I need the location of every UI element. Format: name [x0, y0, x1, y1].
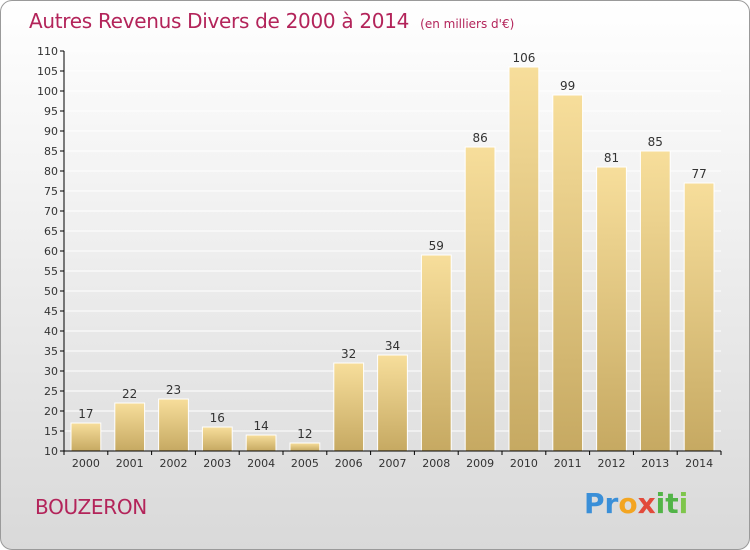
x-tick-label: 2011 [554, 457, 582, 470]
data-label-2010: 106 [512, 51, 535, 65]
bar-2008 [420, 254, 452, 452]
y-tick-label: 100 [37, 85, 58, 98]
data-label-2006: 32 [341, 347, 356, 361]
bar-2010 [508, 66, 540, 452]
bar-2000 [70, 422, 102, 452]
y-tick-label: 70 [44, 205, 58, 218]
bar-2009 [464, 146, 496, 452]
proxiti-logo[interactable]: Proxiti [584, 487, 689, 520]
y-tick-label: 40 [44, 325, 58, 338]
bars [70, 66, 715, 452]
bar-2005 [289, 442, 321, 452]
x-tick-label: 2010 [510, 457, 538, 470]
y-tick-label: 55 [44, 265, 58, 278]
y-tick-label: 85 [44, 145, 58, 158]
data-label-2012: 81 [604, 151, 619, 165]
x-tick-label: 2006 [335, 457, 363, 470]
y-tick-label: 50 [44, 285, 58, 298]
y-tick-label: 80 [44, 165, 58, 178]
bar-2006 [333, 362, 365, 452]
y-tick-label: 10 [44, 445, 58, 458]
data-label-2008: 59 [429, 239, 444, 253]
y-tick-label: 15 [44, 425, 58, 438]
bar-2007 [377, 354, 408, 452]
y-tick-label: 75 [44, 185, 58, 198]
data-label-2002: 23 [166, 383, 181, 397]
data-label-2003: 16 [210, 411, 225, 425]
data-labels: 17 22 23 16 14 12 32 34 59 86 106 99 81 85 77 [78, 51, 706, 441]
data-label-2001: 22 [122, 387, 137, 401]
x-tick-label: 2014 [685, 457, 713, 470]
y-tick-label: 30 [44, 365, 58, 378]
bar-2002 [158, 398, 189, 452]
y-tick-label: 60 [44, 245, 58, 258]
y-tick-label: 45 [44, 305, 58, 318]
data-label-2014: 77 [691, 167, 706, 181]
x-tick-label: 2008 [422, 457, 450, 470]
x-tick-label: 2007 [379, 457, 407, 470]
y-tick-label: 110 [37, 45, 58, 58]
x-tick-label: 2009 [466, 457, 494, 470]
data-label-2011: 99 [560, 79, 575, 93]
data-label-2007: 34 [385, 339, 400, 353]
bar-2011 [552, 94, 584, 452]
data-label-2000: 17 [78, 407, 93, 421]
bar-2013 [639, 150, 671, 452]
bar-2014 [683, 182, 715, 452]
x-tick-label: 2003 [203, 457, 231, 470]
x-tick-label: 2002 [160, 457, 188, 470]
y-tick-label: 20 [44, 405, 58, 418]
data-label-2005: 12 [297, 427, 312, 441]
data-label-2009: 86 [472, 131, 487, 145]
x-tick-label: 2013 [641, 457, 669, 470]
y-tick-label: 25 [44, 385, 58, 398]
commune-name: BOUZERON [35, 495, 147, 519]
x-tick-label: 2004 [247, 457, 275, 470]
y-tick-label: 65 [44, 225, 58, 238]
bar-2004 [245, 434, 277, 452]
axes: 10 15 20 25 30 35 40 45 50 55 60 65 70 75 80 85 90 95 100 1… [37, 45, 722, 470]
x-tick-label: 2012 [598, 457, 626, 470]
chart-unit: (en milliers d'€) [420, 17, 515, 31]
y-tick-label: 105 [37, 65, 58, 78]
bar-2001 [114, 402, 146, 452]
y-tick-label: 35 [44, 345, 58, 358]
title-row: Autres Revenus Divers de 2000 à 2014 (en… [29, 9, 514, 33]
x-tick-label: 2001 [116, 457, 144, 470]
bar-2012 [596, 166, 627, 452]
y-tick-label: 95 [44, 105, 58, 118]
data-label-2004: 14 [253, 419, 268, 433]
y-tick-label: 90 [44, 125, 58, 138]
x-tick-label: 2000 [72, 457, 100, 470]
bar-2003 [201, 426, 233, 452]
data-label-2013: 85 [648, 135, 663, 149]
x-tick-label: 2005 [291, 457, 319, 470]
chart-title: Autres Revenus Divers de 2000 à 2014 [29, 9, 410, 33]
